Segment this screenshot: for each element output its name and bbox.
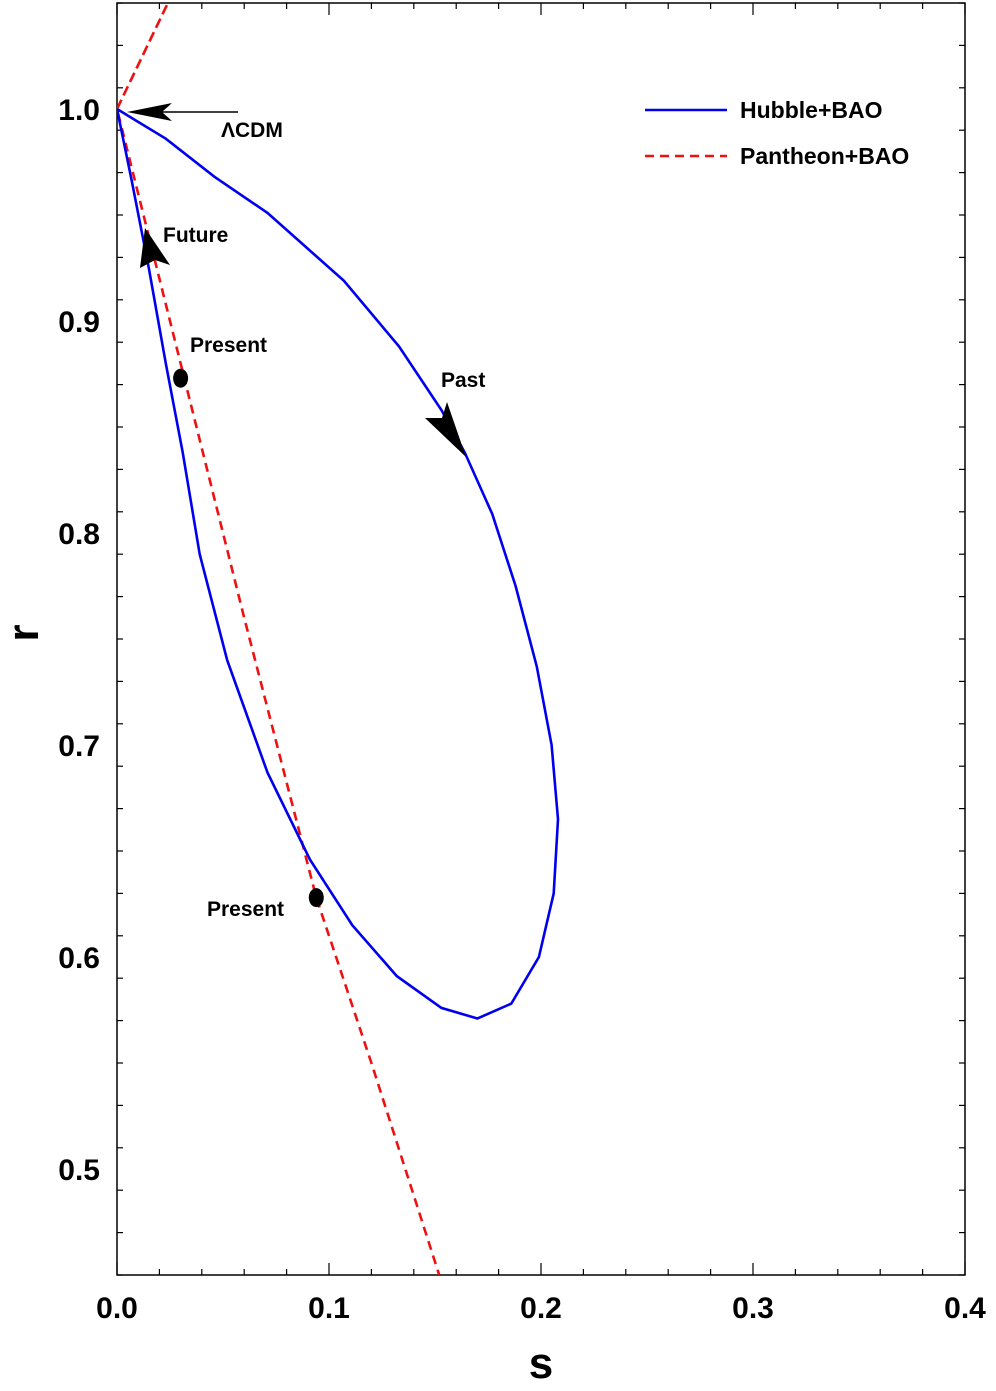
y-tick-label: 0.5 bbox=[58, 1154, 100, 1187]
plot-frame bbox=[116, 2, 966, 1276]
past-label: Past bbox=[441, 369, 485, 392]
y-tick-label: 0.9 bbox=[58, 306, 100, 339]
y-tick-label: 0.6 bbox=[58, 942, 100, 975]
x-tick-label: 0.2 bbox=[520, 1292, 562, 1325]
legend: Hubble+BAO Pantheon+BAO bbox=[645, 97, 909, 169]
y-tick-label: 1.0 bbox=[58, 94, 100, 127]
plot-area bbox=[117, 3, 560, 1275]
lcdm-arrow-icon bbox=[127, 103, 172, 121]
future-arrow-icon bbox=[140, 228, 170, 268]
present-label-lower: Present bbox=[207, 898, 284, 921]
past-arrow-icon bbox=[425, 402, 466, 457]
x-tick-label: 0.1 bbox=[308, 1292, 350, 1325]
present-label-upper: Present bbox=[190, 334, 267, 357]
x-tick-label: 0.4 bbox=[944, 1292, 986, 1325]
series-line-pantheon-bao bbox=[117, 3, 441, 1275]
future-label: Future bbox=[163, 224, 228, 247]
series-line-hubble-bao bbox=[117, 107, 560, 1020]
present-marker-hubble bbox=[173, 368, 189, 388]
y-tick-label: 0.8 bbox=[58, 518, 100, 551]
x-tick-label: 0.0 bbox=[96, 1292, 138, 1325]
y-axis-title: r bbox=[0, 624, 48, 641]
axis-ticks: 0.0 0.1 0.2 0.3 0.4 0.5 0.6 0.7 0.8 0.9 1.0 bbox=[58, 2, 986, 1325]
x-axis-title: s bbox=[529, 1339, 553, 1388]
legend-label-pantheon-bao: Pantheon+BAO bbox=[740, 143, 909, 169]
legend-label-hubble-bao: Hubble+BAO bbox=[740, 97, 882, 123]
lcdm-label: ΛCDM bbox=[221, 119, 283, 142]
y-tick-label: 0.7 bbox=[58, 730, 100, 763]
present-marker-pantheon bbox=[308, 888, 324, 908]
x-tick-label: 0.3 bbox=[732, 1292, 774, 1325]
